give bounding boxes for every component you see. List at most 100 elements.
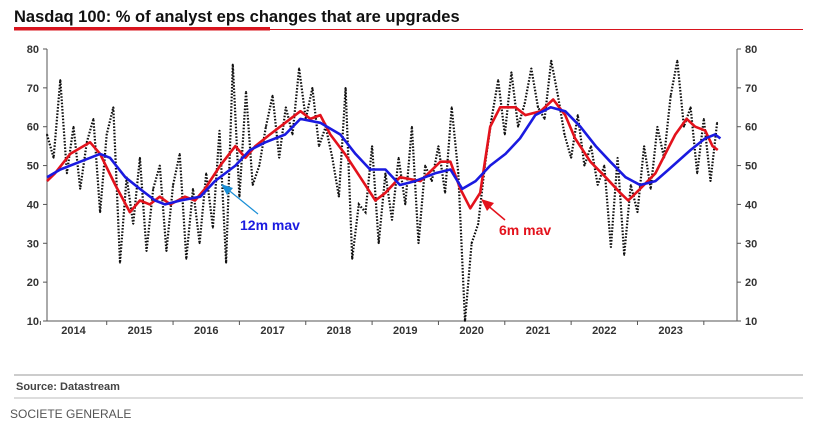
title-underline — [270, 29, 803, 30]
axes: 10 10 20 20 30 30 40 40 50 50 60 60 70 70 80 80 2014 2015… — [27, 44, 758, 337]
raw-point — [669, 94, 672, 97]
raw-point — [696, 172, 699, 175]
raw-point — [145, 250, 148, 252]
raw-point — [490, 118, 493, 120]
raw-point — [218, 129, 221, 132]
raw-point — [318, 145, 320, 148]
raw-point — [424, 164, 427, 167]
raw-point — [357, 203, 360, 206]
series-6m-mav-line — [46, 98, 719, 214]
raw-point — [596, 184, 599, 186]
arrowhead-12m — [221, 184, 233, 195]
raw-point — [271, 94, 274, 97]
raw-point — [563, 133, 566, 136]
raw-point — [192, 187, 194, 190]
raw-point — [331, 156, 334, 159]
raw-point — [430, 180, 433, 183]
raw-point — [444, 191, 446, 194]
y-tick-label-left: 50 — [27, 161, 39, 173]
x-tick-label: 2022 — [592, 325, 616, 337]
raw-point — [258, 164, 261, 167]
raw-point — [457, 172, 460, 175]
raw-point — [464, 320, 466, 322]
raw-point — [79, 187, 82, 190]
raw-point — [59, 79, 62, 81]
y-tick-label-right: 60 — [745, 122, 757, 134]
raw-point — [437, 145, 440, 148]
raw-point — [185, 257, 188, 260]
raw-point — [46, 133, 48, 136]
raw-point — [404, 203, 407, 206]
y-tick-label-left: 70 — [27, 83, 39, 95]
raw-point — [251, 184, 254, 186]
raw-point — [338, 195, 340, 198]
raw-point — [205, 172, 208, 175]
x-tick-label: 2018 — [327, 325, 351, 337]
y-tick-label-left: 40 — [27, 199, 39, 211]
raw-point — [576, 114, 579, 116]
raw-point — [450, 106, 453, 109]
raw-point — [470, 242, 473, 245]
raw-point — [284, 106, 287, 109]
y-tick-label-left: 10 — [27, 316, 39, 328]
y-tick-label-left: 30 — [27, 238, 39, 250]
y-tick-label-left: 20 — [27, 277, 39, 289]
annotation-12m: 12m mav — [221, 184, 300, 233]
raw-point — [417, 242, 420, 245]
raw-point — [556, 94, 559, 97]
series-12m-mav-line — [46, 106, 722, 206]
raw-point — [503, 133, 506, 136]
raw-point — [497, 79, 500, 81]
y-tick-label-right: 70 — [745, 83, 757, 95]
y-tick-label-right: 20 — [745, 277, 757, 289]
y-tick-label-right: 10 — [745, 316, 757, 328]
raw-point — [238, 195, 241, 198]
raw-point — [550, 59, 553, 62]
y-tick-label-right: 80 — [745, 44, 757, 56]
raw-point — [265, 125, 267, 128]
x-tick-label: 2019 — [393, 325, 417, 337]
raw-point — [411, 125, 413, 128]
x-tick-label: 2017 — [260, 325, 284, 337]
raw-point — [112, 106, 115, 109]
raw-point — [105, 133, 108, 136]
raw-point — [477, 222, 480, 225]
raw-point — [590, 145, 592, 148]
raw-point — [165, 250, 168, 252]
raw-point — [119, 261, 121, 264]
raw-point — [530, 67, 533, 70]
y-tick-label-left: 80 — [27, 44, 39, 56]
raw-point — [523, 102, 526, 105]
raw-point — [132, 222, 135, 225]
raw-point — [364, 211, 367, 214]
raw-point — [225, 261, 228, 264]
series-raw-line — [45, 60, 719, 322]
y-tick-label-right: 50 — [745, 161, 757, 173]
y-tick-label-right: 40 — [745, 199, 757, 211]
title-underline-accent — [14, 27, 270, 31]
raw-point — [683, 125, 685, 128]
raw-point — [629, 184, 632, 186]
raw-point — [344, 86, 347, 89]
x-tick-label: 2014 — [61, 325, 86, 337]
raw-point — [138, 156, 141, 159]
x-tick-label: 2016 — [194, 325, 218, 337]
x-tick-label: 2023 — [658, 325, 682, 337]
raw-point — [517, 125, 519, 128]
raw-point — [689, 106, 692, 109]
raw-point — [66, 172, 68, 175]
raw-point — [158, 164, 161, 167]
raw-point — [278, 156, 281, 159]
raw-point — [537, 106, 539, 109]
label-12m-mav: 12m mav — [240, 217, 300, 233]
raw-point — [676, 59, 679, 62]
raw-point — [298, 67, 301, 70]
y-tick-label-left: 60 — [27, 122, 39, 134]
raw-point — [152, 187, 155, 190]
raw-point — [211, 226, 214, 229]
y-tick-label-right: 30 — [745, 238, 757, 250]
raw-point — [384, 172, 387, 175]
raw-point — [636, 211, 639, 214]
x-tick-label: 2015 — [128, 325, 152, 337]
